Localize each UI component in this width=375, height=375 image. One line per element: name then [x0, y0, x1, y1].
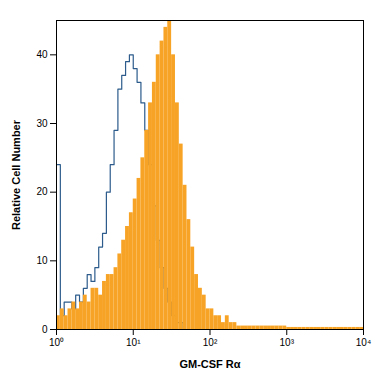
svg-text:10: 10 — [36, 255, 48, 266]
svg-text:GM-CSF Rα: GM-CSF Rα — [179, 358, 240, 370]
svg-text:20: 20 — [36, 186, 48, 197]
svg-text:10⁰: 10⁰ — [49, 337, 64, 348]
svg-text:10²: 10² — [203, 337, 218, 348]
svg-text:10³: 10³ — [280, 337, 295, 348]
svg-text:10⁴: 10⁴ — [356, 337, 371, 348]
svg-text:30: 30 — [36, 118, 48, 129]
svg-text:10¹: 10¹ — [126, 337, 141, 348]
svg-text:0: 0 — [42, 324, 48, 335]
svg-text:40: 40 — [36, 49, 48, 60]
svg-text:Relative Cell Number: Relative Cell Number — [10, 119, 22, 230]
